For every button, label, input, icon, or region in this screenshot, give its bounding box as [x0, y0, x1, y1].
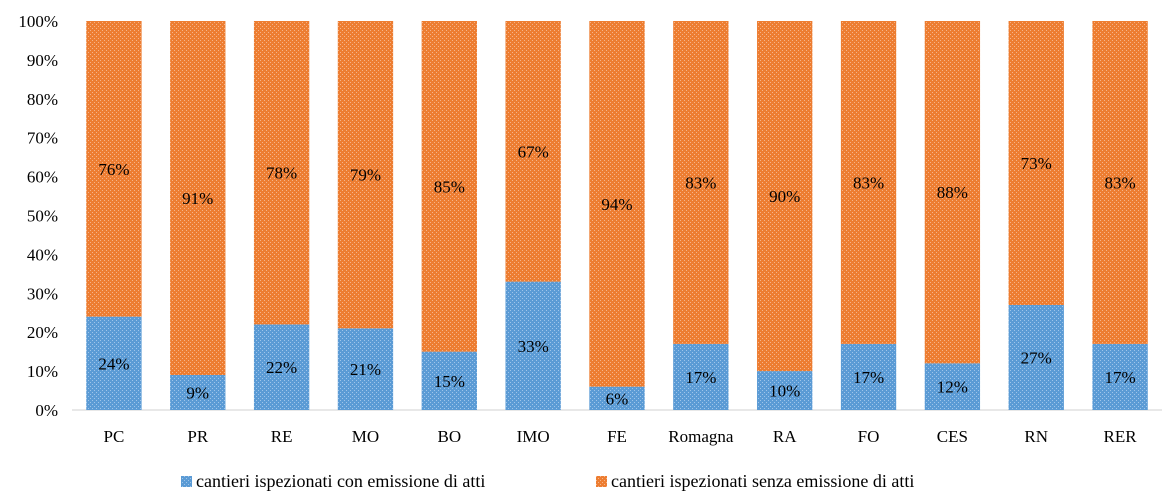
data-label: 15% — [434, 372, 465, 391]
y-tick-label: 80% — [27, 90, 58, 109]
bar-segment-with-acts — [170, 374, 226, 410]
y-tick-label: 40% — [27, 245, 58, 264]
x-category-label: CES — [937, 427, 968, 446]
x-category-label: FE — [607, 427, 627, 446]
x-category-label: PC — [104, 427, 125, 446]
bar-segment-with-acts — [86, 316, 142, 410]
x-category-label: RA — [773, 427, 797, 446]
y-tick-label: 70% — [27, 129, 58, 148]
bar-segment-without-acts — [253, 21, 310, 325]
bar-segment-without-acts — [757, 21, 813, 372]
legend-label: cantieri ispezionati senza emissione di … — [611, 471, 914, 491]
bars-group: 24% 76% 9% 91% 22% 78% 21% 79% 15% 85% 33% 67% 6% 94%… — [86, 21, 1148, 410]
bar-segment-with-acts — [505, 281, 561, 410]
bar-segment-without-acts — [924, 21, 981, 364]
y-tick-label: 20% — [27, 323, 58, 342]
data-label: 88% — [937, 183, 968, 202]
data-label: 76% — [98, 160, 129, 179]
bar-segment-with-acts — [1008, 304, 1064, 410]
y-tick-label: 60% — [27, 168, 58, 187]
bar-segment-without-acts — [505, 21, 561, 282]
legend-swatch — [181, 476, 192, 487]
x-category-label: PR — [187, 427, 208, 446]
bar-segment-without-acts — [86, 21, 142, 317]
bar-segment-without-acts — [589, 21, 645, 387]
x-category-label: Romagna — [668, 427, 734, 446]
bar-segment-with-acts — [421, 351, 477, 410]
data-label: 17% — [853, 368, 884, 387]
data-label: 24% — [98, 354, 129, 373]
data-label: 83% — [1104, 173, 1135, 192]
data-label: 91% — [182, 189, 213, 208]
data-label: 22% — [266, 358, 297, 377]
data-label: 17% — [1104, 368, 1135, 387]
data-label: 17% — [685, 368, 716, 387]
x-axis: PC PR RE MO BO IMO FE Romagna RA FO CES RN RER — [72, 409, 1162, 446]
bar-segment-with-acts — [840, 343, 897, 410]
data-label: 10% — [769, 382, 800, 401]
bar-segment-without-acts — [1008, 21, 1064, 305]
x-category-label: FO — [858, 427, 880, 446]
data-label: 83% — [685, 173, 716, 192]
x-category-label: MO — [352, 427, 379, 446]
data-label: 90% — [769, 187, 800, 206]
x-category-label: RE — [271, 427, 293, 446]
y-tick-label: 0% — [35, 401, 58, 420]
legend-label: cantieri ispezionati con emissione di at… — [196, 471, 485, 491]
bar-segment-without-acts — [673, 21, 729, 344]
bar-segment-without-acts — [421, 21, 477, 352]
data-label: 67% — [518, 142, 549, 161]
bar-segment-with-acts — [673, 343, 729, 410]
bar-segment-without-acts — [840, 21, 897, 344]
x-category-label: RER — [1104, 427, 1138, 446]
y-tick-label: 100% — [18, 12, 58, 31]
bar-segment-with-acts — [253, 324, 310, 410]
legend-swatch — [596, 476, 607, 487]
data-label: 83% — [853, 173, 884, 192]
data-label: 12% — [937, 378, 968, 397]
y-tick-label: 10% — [27, 362, 58, 381]
data-label: 94% — [601, 195, 632, 214]
x-category-label: RN — [1024, 427, 1048, 446]
bar-segment-with-acts — [1092, 343, 1148, 410]
bar-segment-without-acts — [1092, 21, 1148, 344]
data-label: 79% — [350, 166, 381, 185]
data-label: 6% — [606, 389, 629, 408]
legend: cantieri ispezionati con emissione di at… — [181, 471, 914, 491]
bar-segment-without-acts — [337, 21, 394, 329]
bar-segment-with-acts — [589, 386, 645, 410]
data-label: 21% — [350, 360, 381, 379]
data-label: 73% — [1021, 154, 1052, 173]
bar-segment-without-acts — [170, 21, 226, 375]
data-label: 78% — [266, 164, 297, 183]
y-axis: 0% 10% 20% 30% 40% 50% 60% 70% 80% 90% 100% — [18, 12, 58, 420]
x-category-label: IMO — [517, 427, 550, 446]
bar-segment-with-acts — [337, 328, 394, 410]
x-category-label: BO — [437, 427, 461, 446]
bar-segment-with-acts — [757, 371, 813, 410]
bar-segment-with-acts — [924, 363, 981, 410]
data-label: 9% — [186, 383, 209, 402]
data-label: 33% — [518, 337, 549, 356]
data-label: 27% — [1021, 348, 1052, 367]
y-tick-label: 30% — [27, 284, 58, 303]
y-tick-label: 50% — [27, 207, 58, 226]
data-label: 85% — [434, 177, 465, 196]
y-tick-label: 90% — [27, 51, 58, 70]
